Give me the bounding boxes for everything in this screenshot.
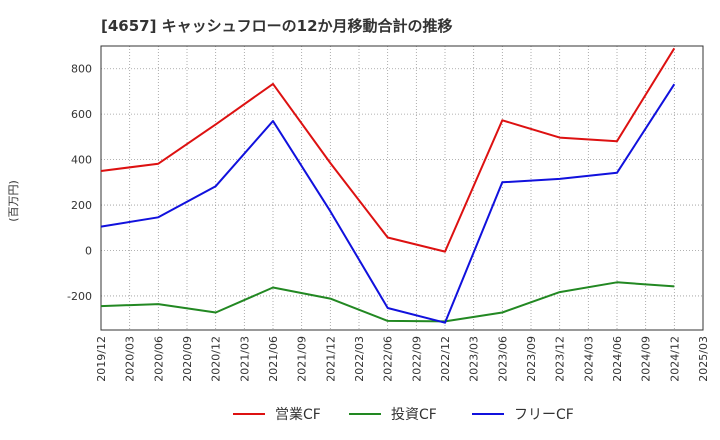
x-tick-label: 2023/06 bbox=[496, 336, 509, 382]
x-tick-label: 2022/09 bbox=[410, 336, 423, 382]
x-axis: 2019/12 2020/03 2020/06 2020/09 2020/12 2021/… bbox=[95, 336, 710, 382]
x-tick-label: 2023/03 bbox=[468, 336, 481, 382]
y-tick-label: 600 bbox=[71, 108, 92, 121]
x-tick-label: 2022/03 bbox=[353, 336, 366, 382]
x-tick-label: 2023/12 bbox=[554, 336, 567, 382]
x-tick-label: 2024/09 bbox=[640, 336, 653, 382]
y-axis-label: (百万円) bbox=[7, 180, 20, 222]
x-tick-label: 2021/12 bbox=[324, 336, 337, 382]
legend-label: 投資CF bbox=[391, 407, 437, 423]
x-tick-label: 2020/06 bbox=[152, 336, 165, 382]
y-tick-label: 800 bbox=[71, 63, 92, 76]
x-tick-label: 2022/12 bbox=[439, 336, 452, 382]
legend-label: 営業CF bbox=[275, 407, 321, 423]
x-tick-label: 2019/12 bbox=[95, 336, 108, 382]
x-tick-label: 2022/06 bbox=[382, 336, 395, 382]
y-tick-label: -200 bbox=[67, 290, 92, 303]
y-tick-label: 0 bbox=[85, 244, 92, 257]
x-tick-label: 2021/06 bbox=[267, 336, 280, 382]
x-tick-label: 2024/12 bbox=[668, 336, 681, 382]
chart-title: [4657] キャッシュフローの12か月移動合計の推移 bbox=[101, 17, 453, 35]
series-line-営業CF bbox=[100, 47, 676, 253]
y-tick-label: 200 bbox=[71, 199, 92, 212]
x-tick-label: 2021/03 bbox=[238, 336, 251, 382]
x-tick-label: 2024/06 bbox=[611, 336, 624, 382]
x-tick-label: 2023/09 bbox=[525, 336, 538, 382]
plot-border bbox=[100, 45, 704, 331]
x-tick-label: 2025/03 bbox=[697, 336, 710, 382]
x-tick-label: 2024/03 bbox=[582, 336, 595, 382]
legend-label: フリーCF bbox=[514, 407, 574, 423]
series-line-フリーCF bbox=[100, 83, 676, 324]
grid bbox=[100, 46, 704, 330]
series-lines bbox=[100, 47, 676, 324]
y-tick-label: 400 bbox=[71, 154, 92, 167]
series-line-投資CF bbox=[100, 281, 675, 323]
plot-area bbox=[100, 45, 704, 331]
y-axis: -200 0 200 400 600 800 bbox=[67, 63, 92, 303]
x-tick-label: 2021/09 bbox=[296, 336, 309, 382]
x-tick-label: 2020/12 bbox=[210, 336, 223, 382]
x-tick-label: 2020/03 bbox=[124, 336, 137, 382]
legend: 営業CF 投資CF フリーCF bbox=[233, 407, 574, 423]
x-tick-label: 2020/09 bbox=[181, 336, 194, 382]
